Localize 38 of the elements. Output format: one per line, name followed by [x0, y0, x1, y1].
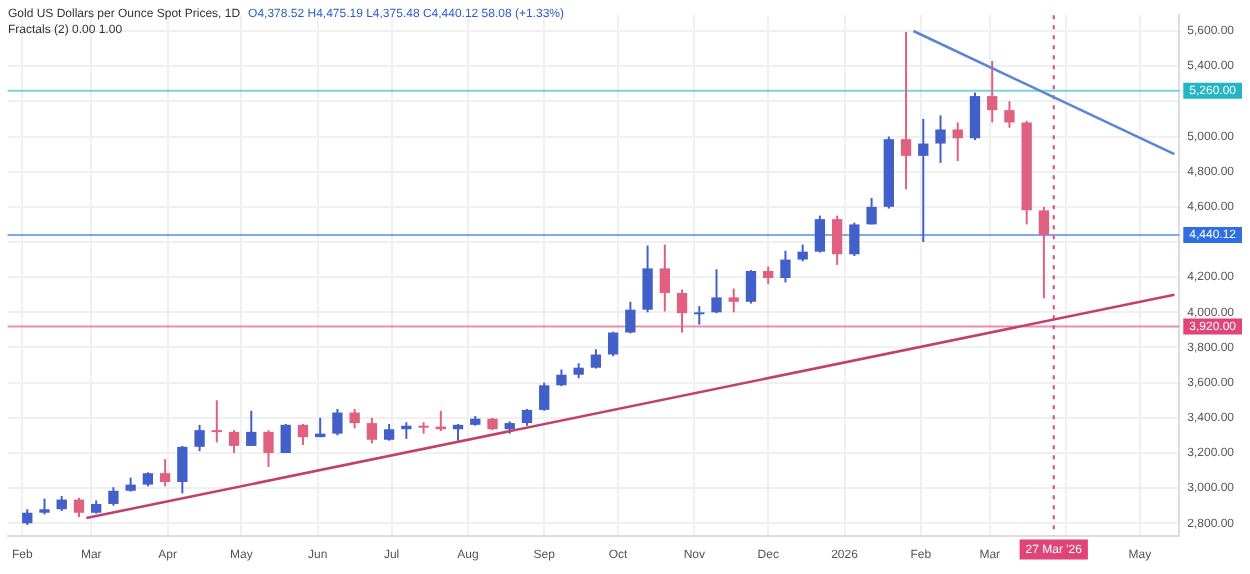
- candlestick: [728, 287, 739, 314]
- candlestick: [745, 269, 757, 305]
- candlestick: [866, 197, 877, 226]
- candlestick: [194, 423, 205, 453]
- candlestick: [73, 496, 85, 519]
- candlestick: [642, 244, 653, 314]
- candlestick: [211, 399, 222, 444]
- candlestick: [539, 381, 550, 412]
- candlestick: [694, 305, 705, 326]
- candlestick: [349, 408, 360, 430]
- candlestick: [676, 288, 688, 334]
- candlestick: [280, 422, 291, 454]
- candlestick: [900, 30, 912, 191]
- candlestick: [607, 330, 619, 358]
- candlestick: [228, 429, 240, 454]
- candlestick: [366, 416, 378, 445]
- candlestick: [918, 117, 929, 243]
- candlestick: [177, 444, 188, 495]
- candlestick: [831, 214, 843, 266]
- candlestick: [849, 221, 860, 258]
- candlestick: [952, 121, 963, 163]
- candlestick: [332, 408, 343, 437]
- candlestick: [159, 458, 171, 488]
- candlestick: [935, 114, 946, 164]
- candlestick: [969, 91, 981, 142]
- candlestick: [780, 249, 791, 284]
- candlestick: [246, 409, 257, 447]
- candlestick: [659, 243, 670, 313]
- candlestick: [263, 429, 274, 469]
- candlestick: [625, 300, 636, 335]
- candlestick: [711, 268, 722, 315]
- candlestick: [1038, 205, 1050, 300]
- candlestick: [297, 422, 309, 447]
- candlestick: [1004, 100, 1015, 129]
- candlestick: [814, 214, 826, 254]
- candlestick: [590, 348, 602, 370]
- candlestick: [987, 59, 998, 124]
- candlestick: [108, 486, 119, 507]
